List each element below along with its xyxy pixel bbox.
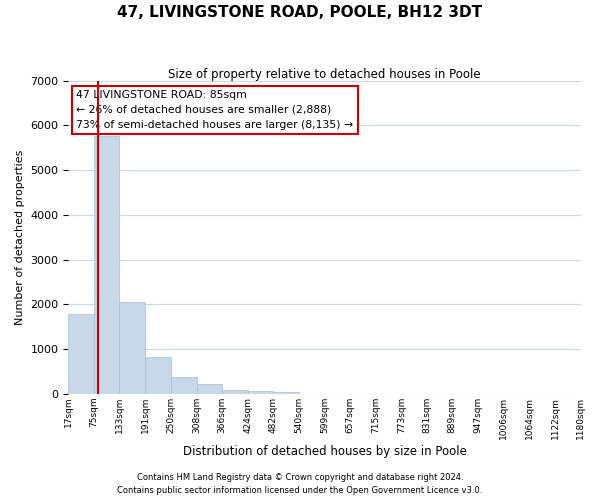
Bar [273,392,299,394]
Bar [171,378,197,394]
Bar [145,358,171,394]
Text: Contains HM Land Registry data © Crown copyright and database right 2024.
Contai: Contains HM Land Registry data © Crown c… [118,474,482,495]
X-axis label: Distribution of detached houses by size in Poole: Distribution of detached houses by size … [182,444,466,458]
Bar [68,314,94,394]
Bar [94,136,119,394]
Text: 47, LIVINGSTONE ROAD, POOLE, BH12 3DT: 47, LIVINGSTONE ROAD, POOLE, BH12 3DT [118,5,482,20]
Y-axis label: Number of detached properties: Number of detached properties [15,150,25,325]
Bar [222,390,248,394]
Text: 47 LIVINGSTONE ROAD: 85sqm
← 26% of detached houses are smaller (2,888)
73% of s: 47 LIVINGSTONE ROAD: 85sqm ← 26% of deta… [76,90,353,130]
Bar [197,384,222,394]
Title: Size of property relative to detached houses in Poole: Size of property relative to detached ho… [168,68,481,80]
Bar [248,392,273,394]
Bar [119,302,145,394]
